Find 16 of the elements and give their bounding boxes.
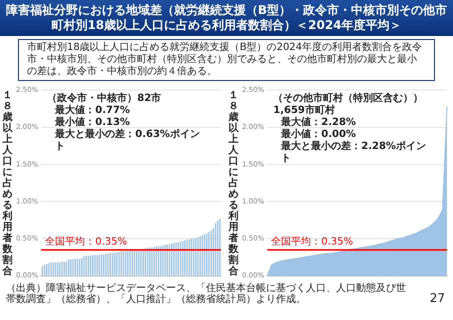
annotation: 最小値：0.13%	[54, 116, 130, 128]
annotation: （政令市・中核市）82市	[47, 92, 162, 104]
ref-line-label: 全国平均：0.35%	[45, 235, 128, 248]
annotation: 最大値：2.28%	[280, 116, 356, 128]
text: 27	[430, 291, 445, 305]
annotation: （その他市町村（特別区含む））1,659市町村	[273, 92, 424, 116]
ref-line-label: 全国平均：0.35%	[271, 235, 354, 248]
text: 障害福祉分野における地域差（就労継続支援（B型）・政令市・中核市別その他市町村別18歳以上人口に占める利用者数割合）＜2024年度平均＞	[6, 3, 448, 32]
annotation: 最大と最小の差：0.63%ポイント	[54, 128, 200, 152]
annotation: 最小値：0.00%	[280, 128, 356, 140]
text: 市町村別18歳以上人口に占める就労継続支援（B型）の2024年度の利用者数割合を政令市・中核市別、その他市町村（特別区含む）別でみると、その他市町村別の最大と最小の差は、政令市・中核市別の約４倍ある。	[27, 42, 422, 77]
annotation: 最大値：0.77%	[54, 104, 130, 116]
text: １８歳以上人口に占める利用者数割合	[2, 90, 12, 276]
text: （出典）障害福祉サービスデータベース、「住民基本台帳に基づく人口、人口動態及び世帯数調査」（総務省）、「人口推計」（総務省統計局）より作成。	[6, 283, 407, 305]
annotation: 最大と最小の差：2.28%ポイント	[280, 140, 426, 164]
text: １８歳以上人口に占める利用者数割合	[228, 90, 238, 276]
